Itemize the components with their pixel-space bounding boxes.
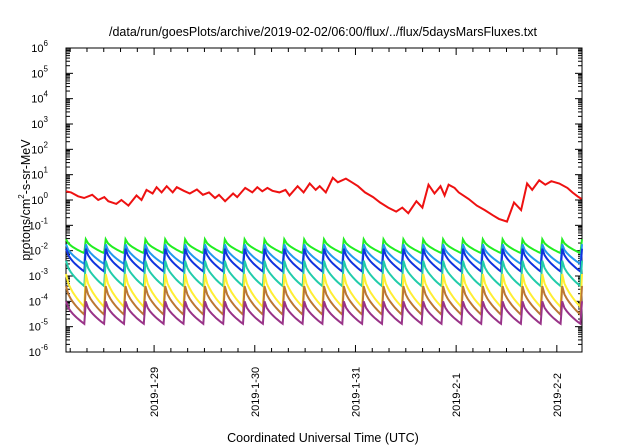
series-line (65, 285, 583, 317)
y-tick-label: 102 (31, 140, 48, 156)
y-axis-label-base: protons/cm (19, 199, 33, 261)
y-tick-label: 100 (31, 191, 48, 207)
y-axis-label: protons/cm2-s-sr-MeV (17, 139, 33, 261)
chart-title: /data/run/goesPlots/archive/2019-02-02/0… (109, 25, 538, 39)
x-tick-label: 2019-1-29 (149, 367, 161, 417)
x-tick-label: 2019-2-2 (552, 373, 564, 417)
series-line (65, 248, 583, 274)
y-tick-label: 10-2 (29, 242, 49, 258)
y-tick-label: 106 (31, 39, 48, 55)
x-tick-label: 2019-2-1 (451, 373, 463, 417)
y-tick-label: 10-3 (29, 267, 49, 283)
y-tick-label: 10-4 (29, 292, 49, 308)
series-line (65, 300, 583, 326)
x-tick-label: 2019-1-30 (250, 367, 262, 417)
y-axis-label-units: -s-sr-MeV (19, 139, 33, 195)
y-axis: 10-6 10-5 10-4 10-3 10-2 10-1 100 101 102 103 104 1… (29, 39, 582, 359)
series-line-red (65, 176, 583, 223)
series-line (65, 236, 583, 255)
series-group (65, 176, 583, 326)
series-line (65, 243, 583, 266)
x-axis-label: Coordinated Universal Time (UTC) (227, 431, 419, 445)
y-tick-label: 101 (31, 166, 48, 182)
y-tick-label: 104 (31, 90, 48, 106)
x-tick-label: 2019-1-31 (350, 367, 362, 417)
series-line (65, 273, 583, 310)
y-tick-label: 105 (31, 64, 48, 80)
y-tick-label: 10-1 (29, 216, 49, 232)
y-tick-label: 10-5 (29, 318, 49, 334)
x-axis: 2019-1-29 2019-1-30 2019-1-31 2019-2-1 2019-… (69, 48, 564, 417)
y-axis-label-superscript: 2 (17, 194, 26, 199)
y-tick-label: 10-6 (29, 343, 49, 359)
series-line (65, 260, 583, 289)
y-tick-label: 103 (31, 115, 48, 131)
